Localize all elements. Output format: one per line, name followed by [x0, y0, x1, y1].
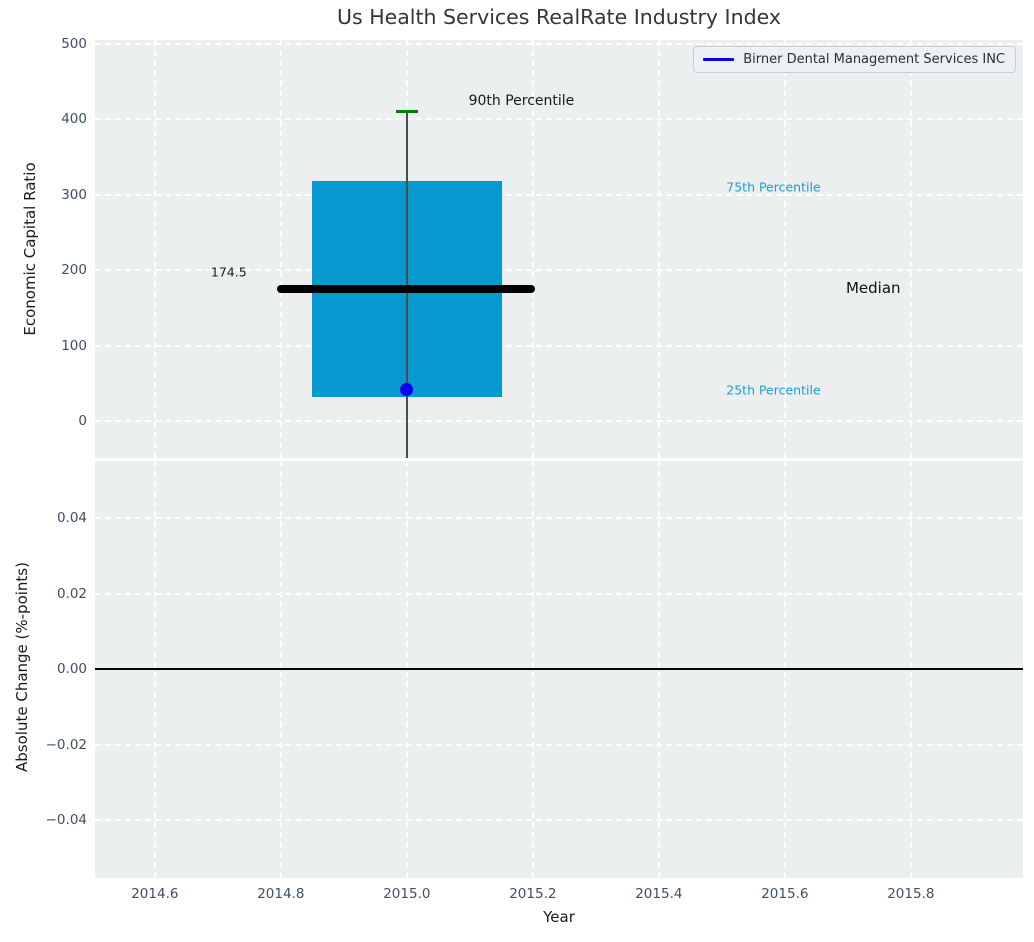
gridline-vertical — [531, 40, 534, 458]
chart-title: Us Health Services RealRate Industry Ind… — [337, 5, 781, 29]
tick-label-x: 2015.2 — [509, 886, 557, 902]
legend: Birner Dental Management Services INC — [693, 46, 1016, 73]
tick-label-y: 0 — [78, 413, 87, 430]
boxplot-median-line — [277, 285, 535, 294]
gridline-horizontal — [95, 42, 1023, 45]
gridline-horizontal — [95, 743, 1023, 746]
gridline-vertical — [279, 40, 282, 458]
company-point — [400, 382, 414, 396]
tick-label-y: 0.02 — [56, 585, 87, 602]
tick-label-x: 2015.4 — [635, 886, 683, 902]
tick-label-y: 0.00 — [56, 661, 87, 678]
gridline-horizontal — [95, 193, 1023, 196]
tick-label-x: 2014.8 — [257, 886, 305, 902]
legend-label: Birner Dental Management Services INC — [743, 52, 1005, 67]
tick-label-y: 100 — [61, 337, 87, 354]
gridline-horizontal — [95, 517, 1023, 520]
gridline-vertical — [153, 40, 156, 458]
annotation-median: Median — [845, 279, 901, 298]
annotation-75th-percentile: 75th Percentile — [726, 179, 821, 195]
axes-top — [95, 40, 1023, 458]
gridline-horizontal — [95, 344, 1023, 347]
annotation-25th-percentile: 25th Percentile — [726, 382, 821, 398]
tick-label-y: 400 — [61, 111, 87, 128]
gridline-vertical — [783, 40, 786, 458]
annotation-90th-percentile: 90th Percentile — [468, 93, 575, 110]
gridline-horizontal — [95, 818, 1023, 821]
annotation-median-value: 174.5 — [210, 264, 247, 280]
tick-label-x: 2014.6 — [131, 886, 179, 902]
xlabel-year: Year — [543, 908, 575, 926]
tick-label-y: −0.02 — [45, 736, 87, 753]
gridline-horizontal — [95, 269, 1023, 272]
boxplot-cap-90th-icon — [396, 110, 418, 113]
gridline-vertical — [657, 40, 660, 458]
tick-label-y: −0.04 — [45, 811, 87, 828]
ylabel-absolute-change: Absolute Change (%-points) — [13, 562, 31, 772]
tick-label-x: 2015.6 — [761, 886, 809, 902]
gridline-horizontal — [95, 118, 1023, 121]
gridline-horizontal — [95, 420, 1023, 423]
legend-line-icon — [703, 58, 735, 61]
gridline-horizontal — [95, 592, 1023, 595]
tick-label-y: 0.04 — [56, 510, 87, 527]
zero-line — [95, 668, 1023, 670]
tick-label-y: 300 — [61, 186, 87, 203]
ylabel-economic-capital-ratio: Economic Capital Ratio — [21, 162, 39, 336]
tick-label-x: 2015.0 — [383, 886, 431, 902]
tick-label-y: 500 — [61, 35, 87, 52]
tick-label-x: 2015.8 — [887, 886, 935, 902]
gridline-vertical — [909, 40, 912, 458]
tick-label-y: 200 — [61, 262, 87, 279]
